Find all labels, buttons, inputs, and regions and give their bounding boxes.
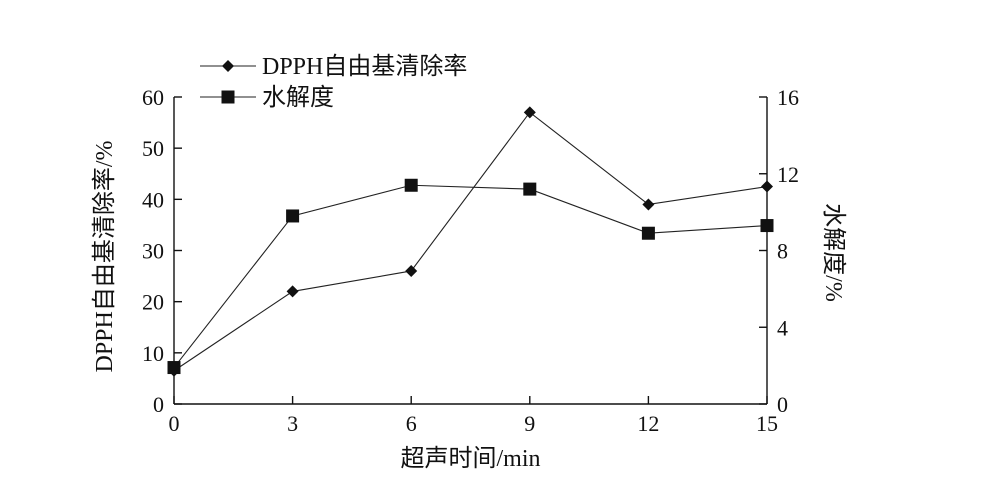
x-tick-label: 12 — [637, 411, 659, 436]
x-tick-label: 3 — [287, 411, 298, 436]
legend-hydrolysis-square-marker — [221, 90, 235, 104]
data-point-diamond-dpph — [761, 180, 773, 193]
series-line-hydrolysis — [173, 184, 768, 368]
right-y-tick-label: 4 — [777, 315, 788, 340]
x-tick-label: 15 — [756, 411, 778, 436]
right-y-tick-label: 8 — [777, 239, 788, 264]
legend-dpph-diamond-marker — [222, 60, 234, 72]
left-y-tick-label: 0 — [153, 392, 164, 417]
x-axis-title: 超声时间/min — [400, 445, 540, 472]
right-y-tick-label: 0 — [777, 392, 788, 417]
left-y-tick-label: 10 — [142, 341, 164, 366]
x-tick-label: 6 — [406, 411, 417, 436]
series-line-dpph — [173, 111, 768, 372]
left-y-tick-label: 20 — [142, 290, 164, 315]
legend: DPPH自由基清除率 水解度 — [200, 53, 467, 111]
left-y-tick-label: 30 — [142, 239, 164, 264]
legend-hydrolysis-label: 水解度 — [262, 84, 334, 111]
right-y-tick-label: 16 — [777, 85, 799, 110]
legend-dpph-label: DPPH自由基清除率 — [262, 53, 467, 80]
data-point-square-hydrolysis — [167, 361, 181, 375]
left-y-tick-label: 60 — [142, 85, 164, 110]
data-point-square-hydrolysis — [641, 226, 655, 240]
x-tick-label: 9 — [524, 411, 535, 436]
series-group — [167, 106, 774, 377]
right-y-axis-title: 水解度/% — [820, 203, 847, 302]
data-point-square-hydrolysis — [760, 219, 774, 233]
data-point-square-hydrolysis — [404, 178, 418, 192]
data-point-square-hydrolysis — [286, 209, 300, 223]
data-point-diamond-dpph — [286, 285, 299, 298]
data-point-diamond-dpph — [405, 264, 418, 277]
right-y-tick-label: 12 — [777, 162, 799, 187]
left-y-tick-label: 50 — [142, 136, 164, 161]
left-y-axis-title: DPPH自由基清除率/% — [91, 140, 118, 372]
x-tick-label: 0 — [169, 411, 180, 436]
left-y-tick-label: 40 — [142, 187, 164, 212]
data-point-diamond-dpph — [642, 198, 655, 211]
data-point-diamond-dpph — [523, 106, 536, 119]
data-point-square-hydrolysis — [523, 182, 537, 196]
